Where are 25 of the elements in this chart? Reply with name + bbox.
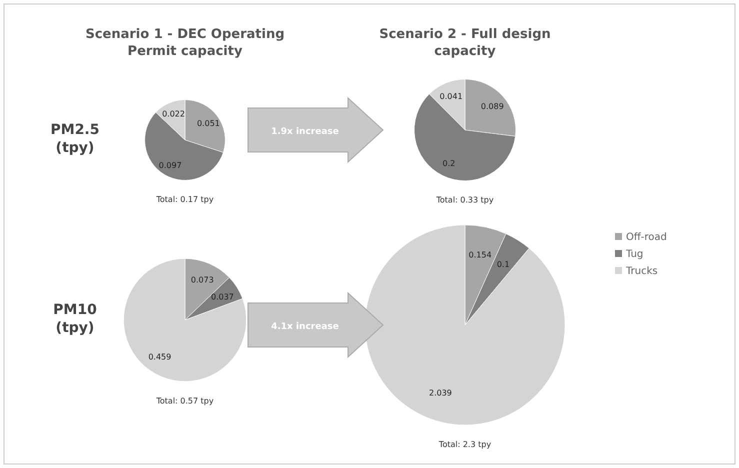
- pie-slice: [364, 224, 566, 426]
- legend-label: Off-road: [626, 232, 667, 243]
- chart-title: Scenario 1 - DEC Operating Permit capacity: [85, 27, 285, 59]
- pie-slice: [123, 258, 247, 382]
- text: Total: 0.33 tpy: [435, 196, 494, 205]
- data-label: 0.051: [196, 118, 220, 128]
- data-label: 0.022: [162, 109, 185, 118]
- text: PM10 (tpy): [53, 302, 98, 336]
- data-label: 0.041: [440, 92, 463, 102]
- data-label: 0.459: [148, 352, 172, 362]
- legend-label: Tug: [625, 249, 644, 260]
- data-label: 0.097: [158, 160, 182, 170]
- text: PM2.5 (tpy): [50, 122, 100, 156]
- data-label: 2.039: [428, 388, 452, 398]
- data-label: 0.037: [210, 292, 234, 302]
- data-label: 0.089: [480, 102, 504, 111]
- text: Total: 0.57 tpy: [155, 396, 214, 406]
- data-label: 0.1: [496, 260, 510, 269]
- data-label: 0.2: [442, 158, 456, 168]
- data-label: 0.154: [468, 250, 492, 260]
- data-label: 0.073: [190, 275, 214, 284]
- text: Total: 0.17 tpy: [155, 195, 214, 204]
- legend-label: Trucks: [625, 266, 658, 277]
- text: Total: 2.3 tpy: [438, 440, 492, 449]
- chart-title: Scenario 2 - Full design capacity: [379, 27, 551, 59]
